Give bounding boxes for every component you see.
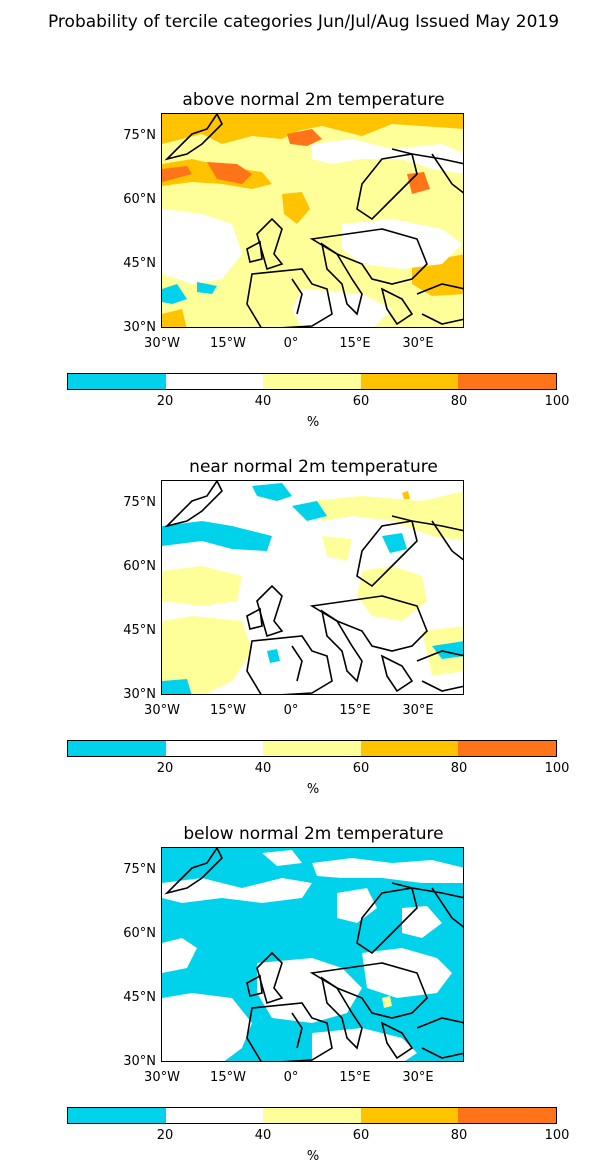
map-below-normal: [161, 847, 464, 1062]
colorbar-segment: [360, 1108, 459, 1123]
figure-title: Probability of tercile categories Jun/Ju…: [47, 12, 560, 32]
lat-label: 45°N: [123, 623, 156, 638]
lon-label: 30°E: [402, 336, 434, 351]
colorbar-segment: [68, 741, 166, 756]
lon-label: 30°E: [402, 1070, 434, 1085]
colorbar-segment: [458, 1108, 556, 1123]
lat-label: 60°N: [123, 192, 156, 207]
lat-label: 75°N: [123, 128, 156, 143]
colorbar-segment: [165, 374, 264, 389]
lon-label: 30°W: [144, 1070, 180, 1085]
lon-label: 30°W: [144, 703, 180, 718]
colorbar-tick: 40: [254, 761, 272, 776]
colorbar-segment: [360, 741, 459, 756]
lat-label: 30°N: [123, 1054, 156, 1069]
lat-label: 30°N: [123, 320, 156, 335]
colorbar-tick: 60: [352, 1128, 370, 1143]
lon-label: 15°W: [210, 703, 246, 718]
colorbar-tick: 60: [352, 394, 370, 409]
colorbar-unit: %: [306, 415, 320, 430]
colorbar-segment: [68, 374, 166, 389]
colorbar-segment: [263, 1108, 361, 1123]
colorbar-tick: 80: [450, 1128, 468, 1143]
colorbar-segment: [68, 1108, 166, 1123]
colorbar-unit: %: [306, 1149, 320, 1164]
lat-label: 45°N: [123, 256, 156, 271]
lat-label: 45°N: [123, 990, 156, 1005]
colorbar: [67, 740, 557, 757]
lon-label: 0°: [283, 1070, 299, 1085]
colorbar-tick: 100: [544, 1128, 570, 1143]
colorbar-segment: [458, 741, 556, 756]
lat-label: 75°N: [123, 862, 156, 877]
lon-label: 0°: [283, 336, 299, 351]
map-near-normal: [161, 480, 464, 695]
lon-label: 15°E: [339, 336, 371, 351]
colorbar-tick: 40: [254, 1128, 272, 1143]
lat-label: 60°N: [123, 926, 156, 941]
colorbar-tick: 80: [450, 761, 468, 776]
colorbar-segment: [263, 741, 361, 756]
colorbar-segment: [458, 374, 556, 389]
colorbar-segment: [263, 374, 361, 389]
colorbar-segment: [360, 374, 459, 389]
lon-label: 0°: [283, 703, 299, 718]
panel-title: below normal 2m temperature: [183, 824, 444, 844]
colorbar: [67, 373, 557, 390]
lat-label: 75°N: [123, 495, 156, 510]
lon-label: 15°E: [339, 1070, 371, 1085]
colorbar-unit: %: [306, 782, 320, 797]
lon-label: 30°E: [402, 703, 434, 718]
lat-label: 60°N: [123, 559, 156, 574]
colorbar-segment: [165, 741, 264, 756]
panel-title: near normal 2m temperature: [189, 457, 438, 477]
colorbar-tick: 20: [156, 394, 174, 409]
map-above-normal: [161, 113, 464, 328]
colorbar-tick: 60: [352, 761, 370, 776]
lon-label: 15°W: [210, 1070, 246, 1085]
colorbar-tick: 80: [450, 394, 468, 409]
colorbar-tick: 100: [544, 394, 570, 409]
colorbar-tick: 40: [254, 394, 272, 409]
panel-title: above normal 2m temperature: [182, 90, 445, 110]
lon-label: 15°E: [339, 703, 371, 718]
colorbar-tick: 100: [544, 761, 570, 776]
lat-label: 30°N: [123, 687, 156, 702]
colorbar-segment: [165, 1108, 264, 1123]
colorbar-tick: 20: [156, 761, 174, 776]
lon-label: 30°W: [144, 336, 180, 351]
lon-label: 15°W: [210, 336, 246, 351]
colorbar-tick: 20: [156, 1128, 174, 1143]
colorbar: [67, 1107, 557, 1124]
